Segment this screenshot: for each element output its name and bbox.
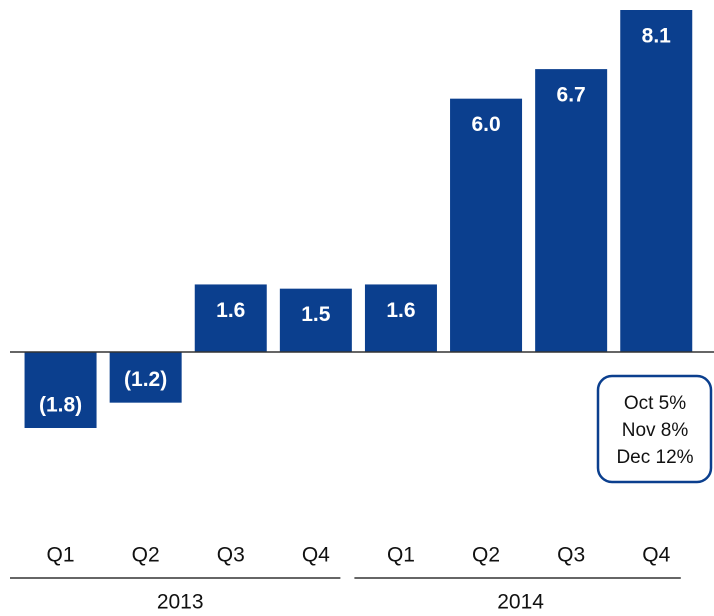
x-tick-label: Q4 — [642, 544, 670, 567]
annotation-box — [596, 374, 713, 484]
value-label: 8.1 — [642, 25, 672, 48]
x-tick-label: Q1 — [47, 544, 75, 567]
x-tick-label: Q3 — [557, 544, 585, 567]
bar — [450, 98, 523, 353]
annotation-line: Oct 5% — [624, 393, 686, 414]
annotation-line: Dec 12% — [616, 447, 693, 468]
bar — [535, 69, 608, 352]
bar — [279, 288, 352, 352]
value-label: 1.6 — [216, 299, 245, 322]
value-label: (1.2) — [124, 368, 167, 391]
value-label: 6.7 — [557, 84, 586, 107]
bar — [194, 284, 267, 352]
bar — [364, 284, 437, 352]
bar — [620, 10, 693, 352]
x-tick-label: Q2 — [472, 544, 500, 567]
value-label: 1.5 — [301, 303, 331, 326]
x-tick-label: Q4 — [302, 544, 330, 567]
group-label: 2013 — [157, 591, 204, 614]
value-label: 6.0 — [471, 113, 500, 136]
value-label: (1.8) — [39, 394, 82, 417]
x-tick-label: Q1 — [387, 544, 415, 567]
x-tick-label: Q3 — [217, 544, 245, 567]
group-label: 2014 — [497, 591, 544, 614]
x-tick-label: Q2 — [132, 544, 160, 567]
annotation-line: Nov 8% — [622, 420, 689, 441]
bar — [24, 352, 97, 428]
value-label: 1.6 — [386, 299, 415, 322]
bar — [109, 352, 182, 403]
